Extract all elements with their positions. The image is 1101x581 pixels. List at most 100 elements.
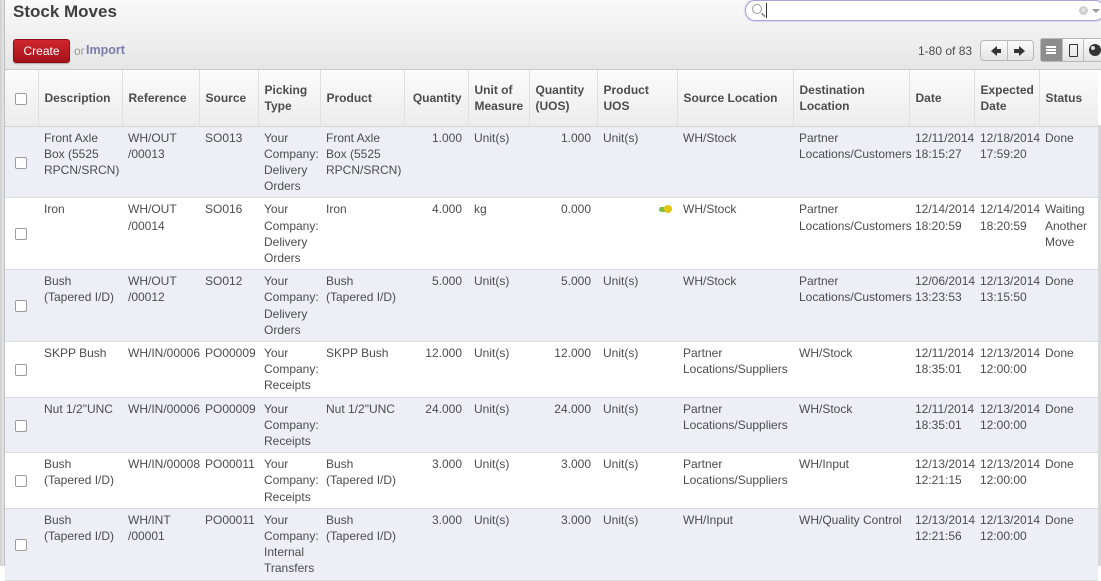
cell-source-location: Partner Locations/Suppliers: [677, 341, 793, 398]
cell-picking-type: Your Company: Receipts: [258, 341, 320, 398]
cell-date: 12/14/2014 18:20:59: [909, 197, 975, 271]
column-header-quantity-uos[interactable]: Quantity (UOS): [528, 70, 597, 127]
search-input[interactable]: [766, 3, 1066, 18]
cell-quantity: 3.000: [404, 452, 468, 509]
cell-date: 12/13/2014 12:21:15: [909, 452, 975, 509]
search-options-chevron-down-icon[interactable]: [1092, 9, 1100, 13]
clear-search-icon[interactable]: ×: [1079, 6, 1088, 15]
cell-reference: WH/OUT /00013: [122, 126, 199, 199]
row-checkbox[interactable]: [15, 538, 27, 551]
or-label: or: [74, 44, 85, 58]
cell-quantity-uos: 24.000: [529, 397, 597, 454]
cell-picking-type: Your Company: Receipts: [258, 452, 320, 509]
table-row[interactable]: Iron WH/OUT /00014 SO016 Your Company: D…: [5, 197, 1098, 271]
column-header-expected-date[interactable]: Expected Date: [973, 70, 1039, 127]
cell-source: SO016: [199, 197, 258, 271]
cell-product: Bush (Tapered I/D): [320, 269, 404, 342]
cell-expected-date: 12/13/2014 12:00:00: [974, 397, 1040, 454]
create-button[interactable]: Create: [13, 39, 70, 63]
column-header-source-location[interactable]: Source Location: [676, 70, 793, 127]
cell-quantity: 5.000: [404, 269, 468, 342]
row-checkbox[interactable]: [15, 156, 27, 169]
search-icon: [752, 4, 762, 14]
column-header-quantity[interactable]: Quantity: [403, 70, 468, 127]
select-all-checkbox[interactable]: [15, 92, 27, 105]
row-checkbox[interactable]: [15, 363, 27, 376]
cell-date: 12/11/2014 18:35:01: [909, 397, 974, 454]
row-checkbox[interactable]: [15, 419, 27, 432]
column-header-source[interactable]: Source: [198, 70, 258, 127]
cell-destination-location: WH/Stock: [793, 341, 909, 398]
table-row[interactable]: Bush (Tapered I/D) WH/INT /00001 PO00011…: [5, 508, 1098, 581]
cell-expected-date: 12/18/2014 17:59:20: [974, 126, 1040, 199]
cell-status: Done: [1039, 508, 1098, 581]
cell-source: PO00009: [199, 397, 258, 454]
cell-picking-type: Your Company: Receipts: [258, 397, 320, 454]
cell-reference: WH/IN/00008: [122, 452, 200, 509]
row-select-cell: [5, 126, 38, 199]
cell-destination-location: WH/Stock: [793, 397, 909, 454]
cell-status: Done: [1039, 269, 1098, 342]
cell-product: Bush (Tapered I/D): [320, 452, 404, 509]
list-icon: [1046, 46, 1057, 54]
column-header-destination-location[interactable]: Destination Location: [792, 70, 909, 127]
column-header-picking-type[interactable]: Picking Type: [257, 70, 320, 127]
table-row[interactable]: Bush (Tapered I/D) WH/IN/00008 PO00011 Y…: [5, 452, 1098, 509]
column-header-description[interactable]: Description: [37, 70, 122, 127]
cell-reference: WH/OUT /00012: [122, 269, 199, 342]
scrollbar[interactable]: [1098, 125, 1101, 566]
cell-unit-of-measure: Unit(s): [468, 341, 529, 398]
cell-unit-of-measure: kg: [468, 197, 529, 271]
form-icon: [1068, 43, 1078, 57]
previous-page-button[interactable]: [981, 41, 1007, 60]
import-link[interactable]: Import: [86, 43, 125, 57]
view-switcher: [1040, 38, 1101, 62]
cell-date: 12/11/2014 18:15:27: [909, 126, 974, 199]
list-view-button[interactable]: [1041, 39, 1062, 61]
cell-product: Iron: [320, 197, 404, 271]
cell-picking-type: Your Company: Delivery Orders: [258, 197, 320, 271]
cell-product: Nut 1/2"UNC: [320, 397, 404, 454]
cell-expected-date: 12/13/2014 12:00:00: [974, 508, 1040, 581]
cell-product-uos: Unit(s): [597, 508, 677, 581]
form-view-button[interactable]: [1061, 39, 1084, 61]
table-row[interactable]: Bush (Tapered I/D) WH/OUT /00012 SO012 Y…: [5, 269, 1098, 342]
column-header-product-uos[interactable]: Product UOS: [596, 70, 677, 127]
cell-reference: WH/IN/00006: [122, 397, 200, 454]
table-row[interactable]: Nut 1/2"UNC WH/IN/00006 PO00009 Your Com…: [5, 397, 1098, 454]
table-row[interactable]: SKPP Bush WH/IN/00006 PO00009 Your Compa…: [5, 341, 1098, 398]
cell-description: Bush (Tapered I/D): [38, 508, 122, 581]
row-checkbox[interactable]: [15, 475, 27, 488]
column-header-unit-of-measure[interactable]: Unit of Measure: [467, 70, 529, 127]
column-header-status[interactable]: Status: [1038, 70, 1098, 127]
cell-unit-of-measure: Unit(s): [468, 126, 529, 199]
cell-product-uos: Unit(s): [597, 341, 677, 398]
cell-unit-of-measure: Unit(s): [468, 397, 529, 454]
cell-quantity-uos: 5.000: [529, 269, 597, 342]
column-header-date[interactable]: Date: [908, 70, 974, 127]
cell-reference: WH/INT /00001: [122, 508, 199, 581]
column-header-product[interactable]: Product: [319, 70, 404, 127]
cell-date: 12/13/2014 12:21:56: [909, 508, 975, 581]
row-select-cell: [5, 397, 38, 454]
cell-source: SO012: [199, 269, 258, 342]
stock-moves-table: Description Reference Source Picking Typ…: [5, 70, 1098, 581]
cell-product-uos: Unit(s): [597, 269, 677, 342]
row-select-cell: [5, 508, 38, 581]
map-view-button[interactable]: [1083, 39, 1101, 61]
row-checkbox[interactable]: [15, 228, 27, 241]
table-row[interactable]: Front Axle Box (5525 RPCN/SRCN) WH/OUT /…: [5, 126, 1098, 199]
search-box[interactable]: ×: [745, 0, 1101, 21]
cell-product-uos: [597, 197, 677, 271]
pager-value[interactable]: 1-80 of 83: [918, 44, 973, 58]
column-header-reference[interactable]: Reference: [121, 70, 199, 127]
cell-quantity-uos: 3.000: [529, 508, 597, 581]
next-page-button[interactable]: [1006, 41, 1034, 60]
cell-quantity: 24.000: [404, 397, 468, 454]
cell-date: 12/11/2014 18:35:01: [909, 341, 974, 398]
row-checkbox[interactable]: [15, 300, 27, 313]
cell-destination-location: Partner Locations/Customers: [793, 269, 912, 342]
left-panel-edge: [0, 0, 5, 566]
cell-product-uos: Unit(s): [597, 452, 677, 509]
cell-description: Bush (Tapered I/D): [38, 452, 122, 509]
